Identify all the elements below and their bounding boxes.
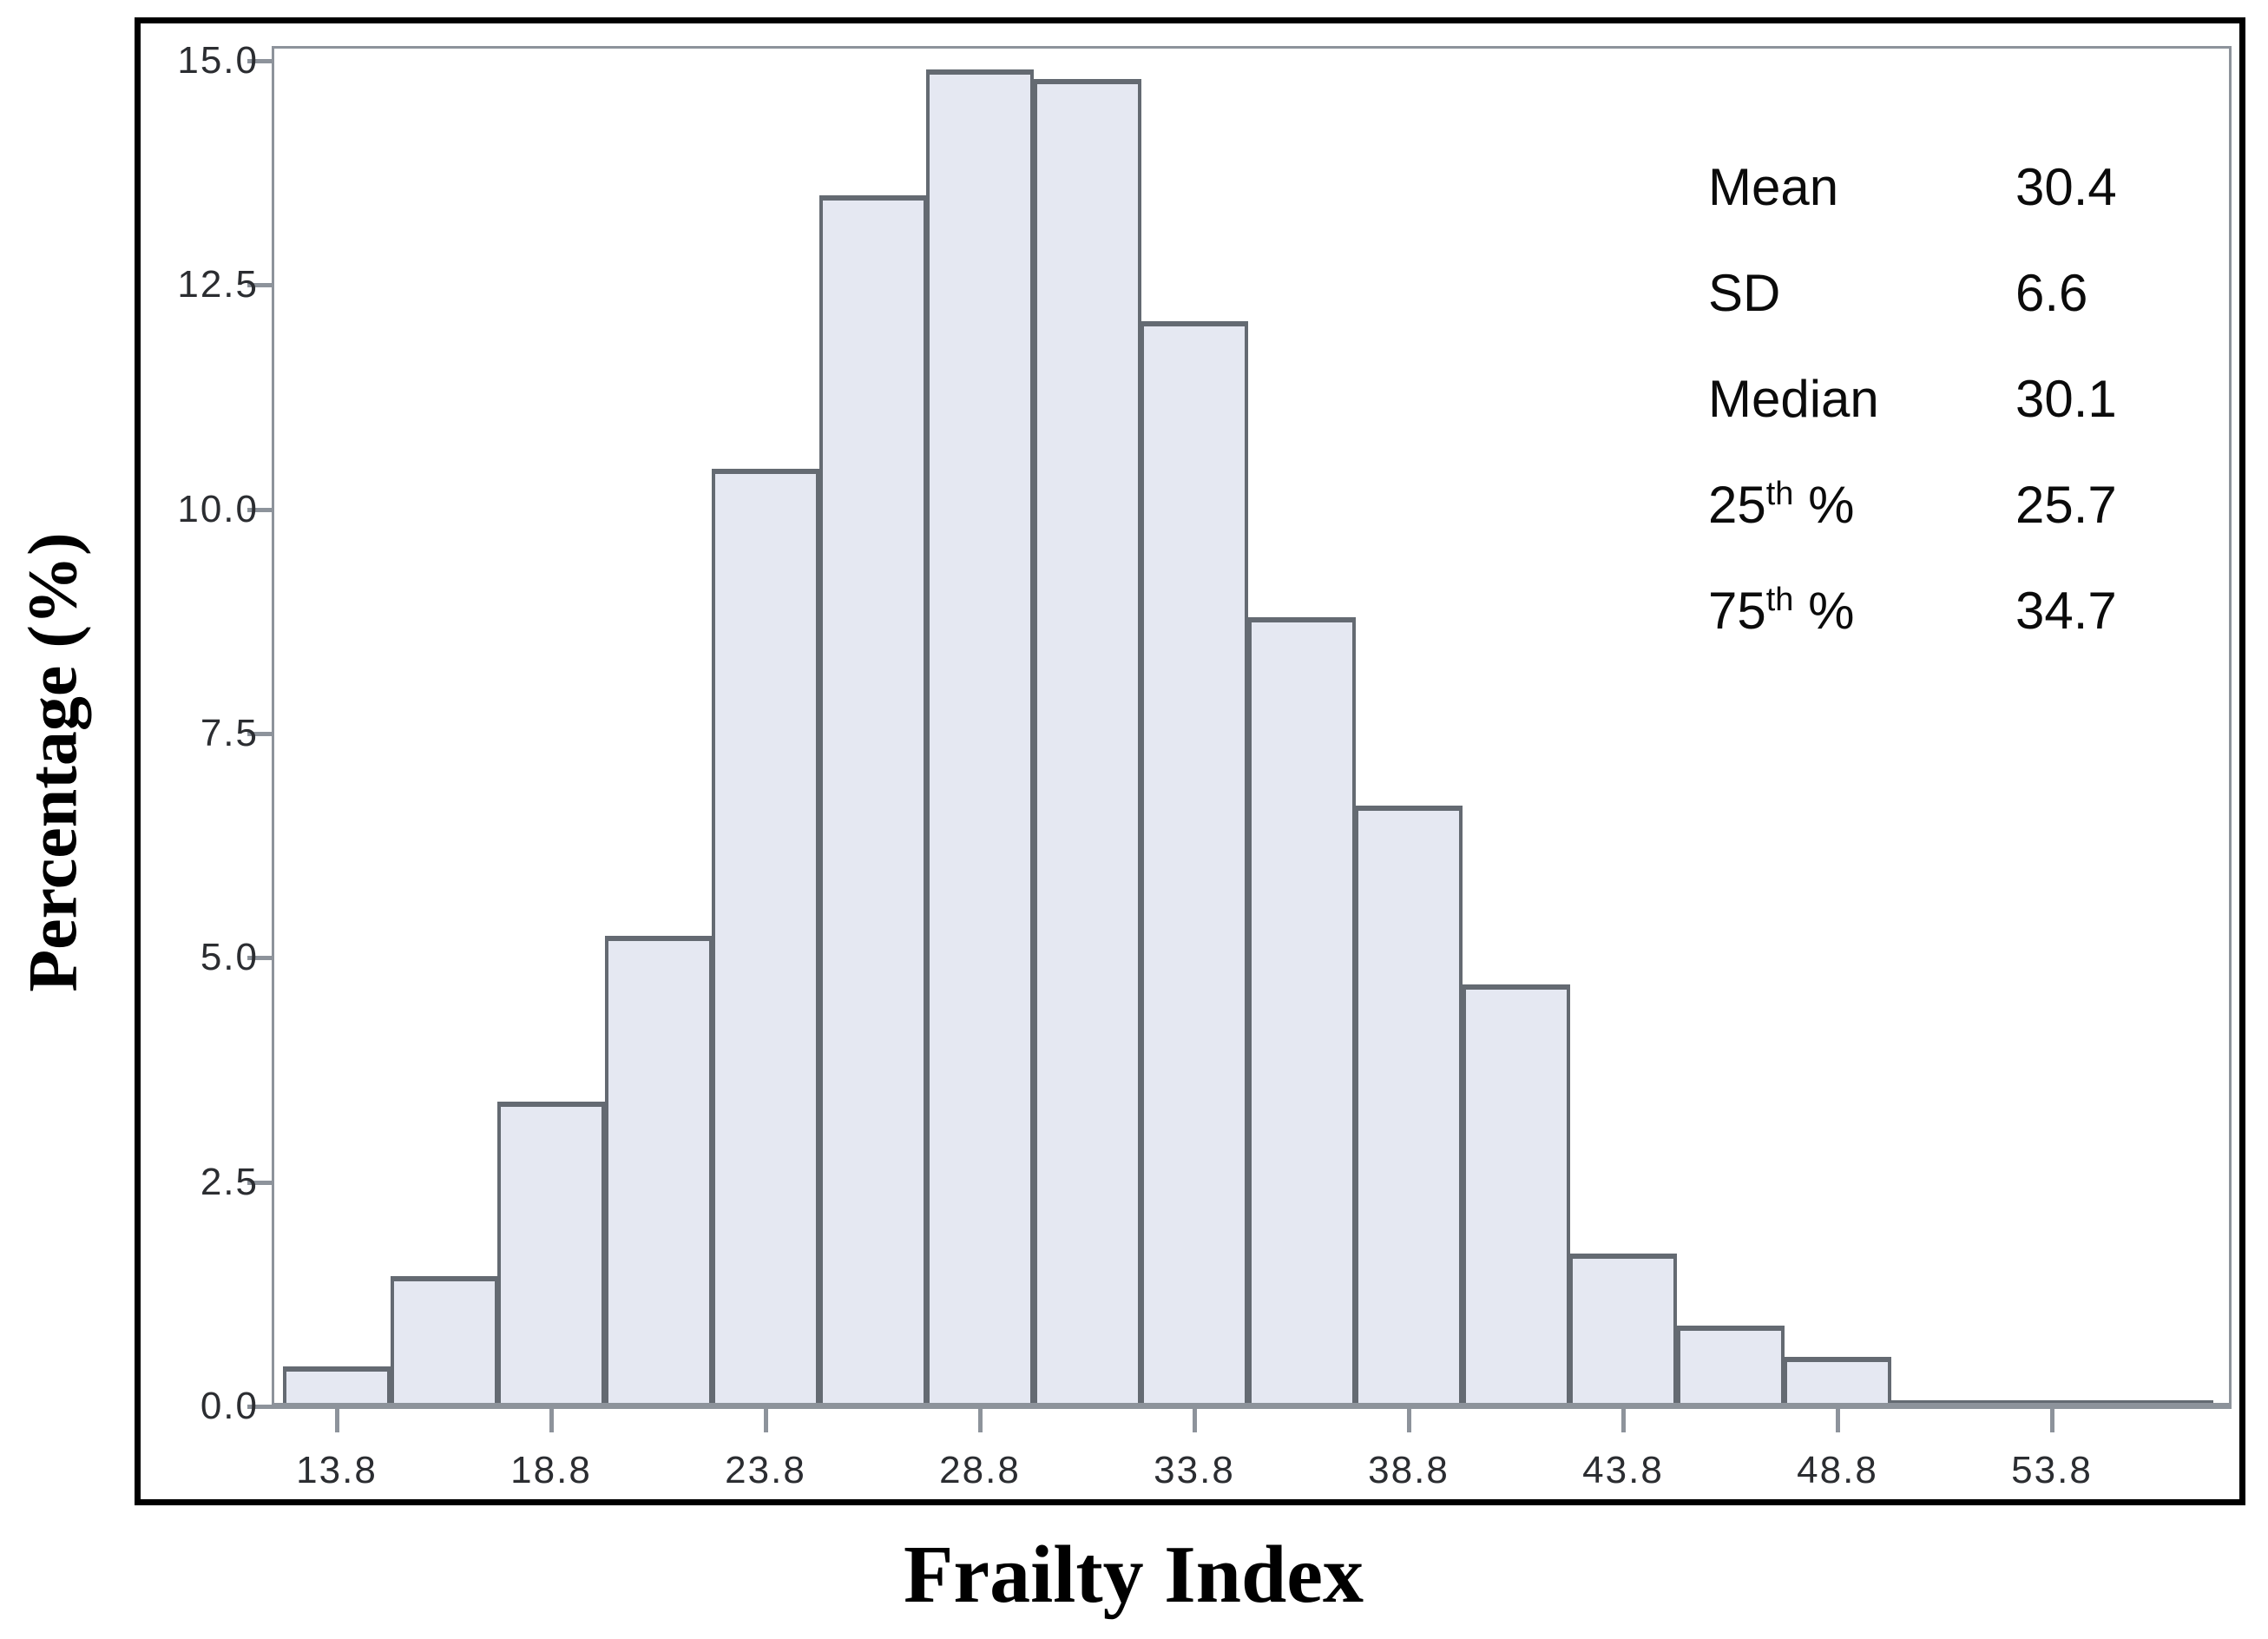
x-tick-label: 33.8 (1154, 1449, 1235, 1491)
stat-label: Mean (1708, 158, 1839, 216)
histogram-bar (391, 1276, 498, 1406)
x-tick-label: 28.8 (939, 1449, 1021, 1491)
stat-label: SD (1708, 264, 1781, 322)
x-tick-label: 38.8 (1368, 1449, 1450, 1491)
histogram-bar (1569, 1254, 1677, 1406)
histogram-bar (819, 195, 927, 1406)
y-tick-label: 2.5 (200, 1160, 259, 1203)
y-tick-mark (247, 1180, 272, 1185)
x-tick-mark (764, 1408, 768, 1432)
histogram-bar (283, 1366, 391, 1406)
histogram-bar (1784, 1357, 1891, 1406)
y-tick-mark (247, 283, 272, 288)
x-tick-mark (549, 1408, 554, 1432)
y-tick-mark (247, 956, 272, 961)
histogram-bar (1463, 984, 1570, 1406)
y-tick-mark (247, 732, 272, 736)
x-tick-mark (1193, 1408, 1197, 1432)
y-axis-title: Percentage (%) (15, 532, 92, 992)
histogram-bar (712, 469, 819, 1406)
x-axis-line (272, 1403, 2232, 1408)
x-tick-mark (2050, 1408, 2054, 1432)
y-tick-label: 0.0 (200, 1385, 259, 1427)
y-tick-label: 5.0 (200, 936, 259, 979)
x-tick-mark (1407, 1408, 1411, 1432)
y-tick-mark (247, 1405, 272, 1409)
stat-value: 30.4 (2015, 158, 2117, 216)
stat-value: 25.7 (2015, 476, 2117, 534)
histogram-bar (1355, 806, 1463, 1406)
histogram-bar (1034, 79, 1141, 1406)
x-tick-mark (1836, 1408, 1840, 1432)
y-tick-label: 12.5 (177, 263, 259, 306)
x-tick-mark (335, 1408, 339, 1432)
histogram-bar (1677, 1326, 1785, 1406)
stat-label: 75th % (1708, 582, 1855, 640)
histogram-bar (1248, 617, 1356, 1406)
x-tick-label: 53.8 (2011, 1449, 2093, 1491)
histogram-bar (605, 936, 713, 1406)
x-tick-label: 23.8 (725, 1449, 806, 1491)
x-tick-label: 13.8 (296, 1449, 378, 1491)
stat-label: 25th % (1708, 476, 1855, 534)
x-tick-mark (978, 1408, 983, 1432)
histogram-bar (926, 69, 1034, 1406)
x-tick-label: 48.8 (1797, 1449, 1878, 1491)
histogram-bar (497, 1102, 605, 1406)
y-tick-label: 7.5 (200, 712, 259, 754)
x-axis-title: Frailty Index (903, 1530, 1364, 1620)
stat-value: 34.7 (2015, 582, 2117, 640)
x-tick-label: 43.8 (1582, 1449, 1664, 1491)
stat-label: Median (1708, 370, 1879, 428)
y-tick-label: 10.0 (177, 487, 259, 530)
stats-box: Mean 30.4 SD 6.6 Median 30.1 25th % 25.7 75th % 3… (1708, 156, 2194, 642)
y-tick-label: 15.0 (177, 39, 259, 82)
y-tick-mark (247, 59, 272, 63)
stat-value: 6.6 (2015, 264, 2088, 322)
x-tick-label: 18.8 (510, 1449, 592, 1491)
y-tick-mark (247, 507, 272, 512)
histogram-bar (1141, 321, 1248, 1406)
stat-value: 30.1 (2015, 370, 2117, 428)
x-tick-mark (1621, 1408, 1626, 1432)
